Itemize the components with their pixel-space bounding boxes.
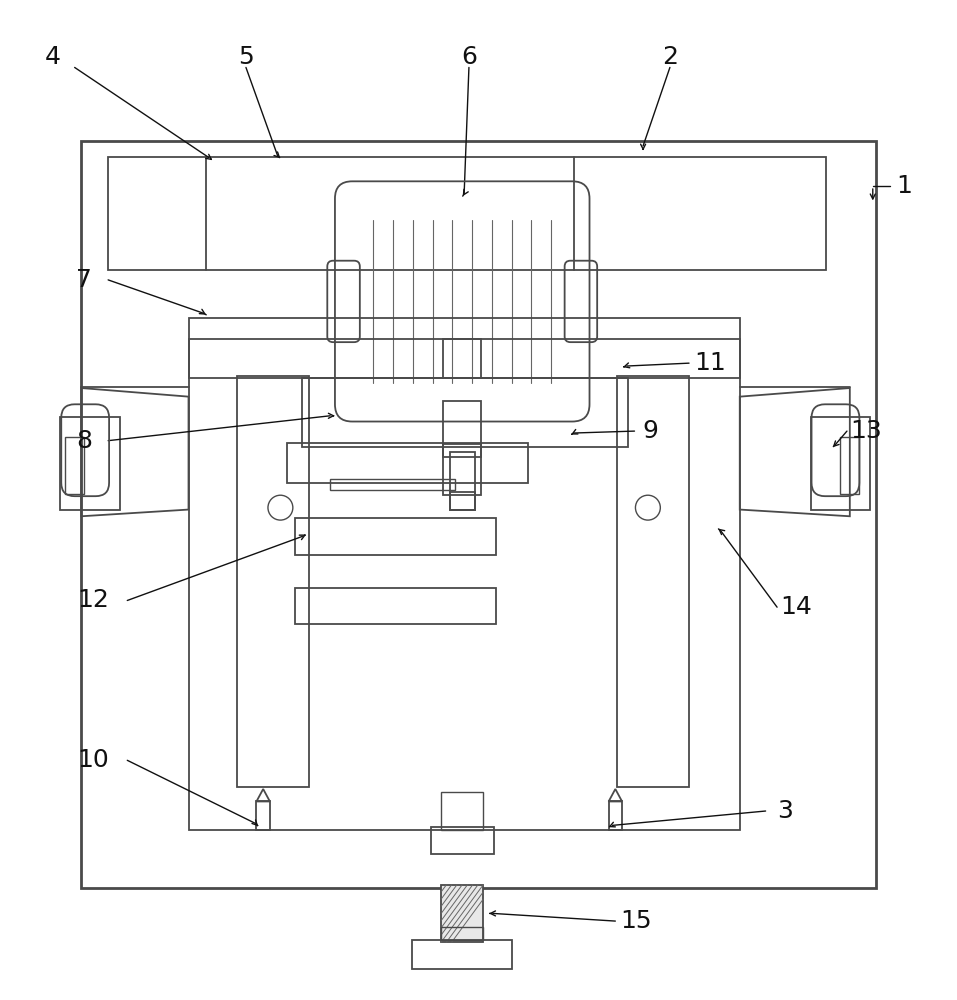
Bar — [811, 417, 870, 510]
Bar — [450, 492, 475, 510]
Bar — [412, 940, 512, 969]
Bar — [450, 452, 475, 510]
Text: 4: 4 — [45, 45, 60, 69]
Bar — [60, 417, 120, 510]
Bar — [256, 801, 270, 830]
Text: 10: 10 — [77, 748, 109, 772]
Bar — [617, 376, 689, 787]
Bar — [287, 443, 528, 483]
Bar — [189, 339, 740, 378]
Text: 9: 9 — [643, 419, 658, 443]
Text: 13: 13 — [850, 419, 882, 443]
Bar — [295, 588, 496, 624]
Text: 14: 14 — [780, 595, 812, 619]
Bar — [443, 444, 481, 495]
Text: 5: 5 — [238, 45, 254, 69]
Bar — [431, 827, 494, 854]
Bar — [81, 141, 876, 888]
Text: 6: 6 — [461, 45, 477, 69]
Bar — [441, 927, 483, 940]
Text: 7: 7 — [77, 268, 92, 292]
Text: 11: 11 — [694, 351, 726, 375]
Text: 8: 8 — [77, 429, 92, 453]
Text: 3: 3 — [777, 799, 792, 823]
Bar — [443, 339, 481, 378]
Text: 15: 15 — [620, 909, 653, 933]
Bar — [441, 792, 483, 830]
Bar — [840, 437, 859, 494]
Bar — [237, 376, 309, 787]
Bar — [302, 378, 628, 447]
Bar — [189, 318, 740, 830]
Bar — [65, 437, 84, 494]
Bar — [609, 801, 622, 830]
Text: 12: 12 — [77, 588, 109, 612]
Bar — [108, 157, 826, 270]
Bar — [295, 518, 496, 555]
Text: 2: 2 — [662, 45, 678, 69]
Bar — [441, 885, 483, 942]
Text: 1: 1 — [897, 174, 912, 198]
Bar — [330, 479, 455, 490]
Bar — [443, 401, 481, 457]
